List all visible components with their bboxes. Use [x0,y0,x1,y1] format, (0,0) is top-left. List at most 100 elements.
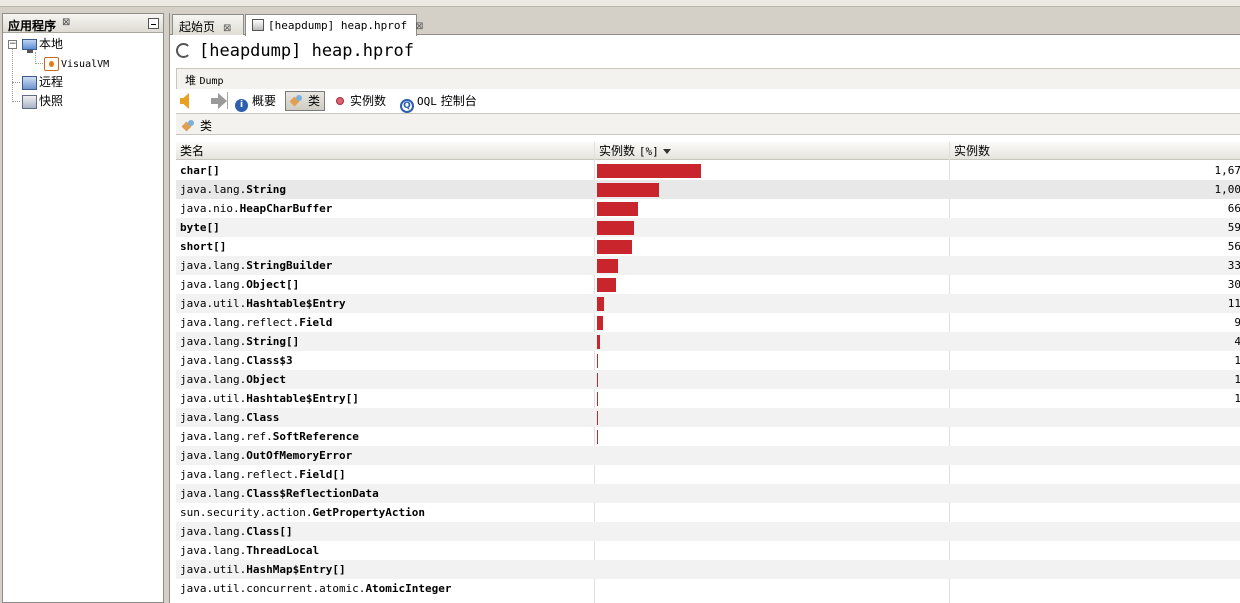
instances-count-cell: 1 [1234,392,1240,405]
tree-guide-line [35,52,36,64]
close-icon[interactable]: ⊠ [223,23,232,34]
class-simple-name: char[] [180,164,220,177]
table-row[interactable]: sun.security.action.GetPropertyAction [176,503,1240,522]
table-row[interactable]: java.lang.reflect.Field 9 [176,313,1240,332]
class-simple-name: Object[] [246,278,300,291]
class-simple-name: Class[] [246,525,293,538]
instances-count-cell: 1,67 [1214,164,1240,177]
class-name-cell: short[] [180,240,226,253]
tree-item-visualvm[interactable]: VisualVM [44,54,109,72]
class-name-cell: byte[] [180,221,220,234]
table-row[interactable]: java.lang.Object[] 30 [176,275,1240,294]
class-package: java.lang. [180,373,247,386]
table-row[interactable]: java.lang.reflect.Field[] [176,465,1240,484]
table-row[interactable]: byte[] 59 [176,218,1240,237]
application-icon [44,56,59,71]
table-row[interactable]: java.lang.ref.SoftReference [176,427,1240,446]
tab-bar: 起始页 ⊠ [heapdump] heap.hprof ⊠ [170,13,1240,36]
class-name-cell: java.lang.Class$3 [180,354,293,367]
class-name-cell: java.lang.Class$ReflectionData [180,487,379,500]
class-simple-name: Field[] [299,468,346,481]
table-row[interactable]: java.lang.Object 1 [176,370,1240,389]
heap-dump-icon [252,19,264,31]
class-simple-name: Hashtable$Entry [246,297,346,310]
class-package: java.lang. [180,354,247,367]
class-name-cell: java.lang.OutOfMemoryError [180,449,352,462]
summary-button[interactable]: i 概要 [235,91,276,112]
table-row[interactable]: java.util.Hashtable$Entry[] 1 [176,389,1240,408]
arrow-left-icon [180,93,189,109]
table-row[interactable]: java.util.concurrent.atomic.AtomicIntege… [176,579,1240,598]
tab-start-page[interactable]: 起始页 ⊠ [172,14,244,35]
classes-button[interactable]: 类 [285,91,326,111]
instances-percent-bar [597,278,616,292]
applications-panel-header: 应用程序 ⊠ [3,14,163,33]
class-package: java.util. [180,297,247,310]
class-name-cell: java.lang.reflect.Field[] [180,468,346,481]
column-header-label: 类名 [180,144,205,158]
table-row[interactable]: java.lang.Class$3 1 [176,351,1240,370]
classes-icon [182,119,196,132]
class-simple-name: Field [299,316,333,329]
class-package: java.lang. [180,183,247,196]
class-simple-name: Class$ReflectionData [246,487,379,500]
table-row[interactable]: java.lang.Class[] [176,522,1240,541]
close-icon[interactable]: ⊠ [415,21,424,32]
class-name-cell: char[] [180,164,220,177]
tree-item-local[interactable]: 本地 [22,35,63,53]
tree-guide-line [12,82,20,83]
table-row[interactable]: java.util.Hashtable$Entry 11 [176,294,1240,313]
instances-percent-bar [597,221,634,235]
minimize-icon[interactable] [148,18,159,29]
applications-panel: 应用程序 ⊠ − 本地 VisualVM 远程 快照 [2,13,164,603]
class-name-cell: java.lang.Object[] [180,278,299,291]
table-row[interactable]: java.util.HashMap$Entry[] [176,560,1240,579]
class-simple-name: HeapCharBuffer [239,202,333,215]
collapse-icon[interactable]: − [8,39,17,49]
instances-count-cell: 1 [1234,354,1240,367]
forward-button[interactable] [202,91,227,111]
column-header-instances-percent[interactable]: 实例数 [%] [595,142,950,160]
table-row[interactable]: java.lang.ThreadLocal [176,541,1240,560]
class-name-cell: java.util.Hashtable$Entry [180,297,346,310]
class-package: java.lang.ref. [180,430,273,443]
column-header-unit: [%] [638,145,659,158]
tab-heapdump[interactable]: [heapdump] heap.hprof ⊠ [245,14,423,36]
table-row[interactable]: char[] 1,67 [176,161,1240,180]
instances-count-cell: 4 [1234,335,1240,348]
classes-table: 类名 实例数 [%] 实例数 char[] 1,67 java.lang.Strin… [176,142,1240,603]
class-simple-name: Class [246,411,280,424]
class-package: java.lang. [180,525,247,538]
tree-item-label: 远程 [39,75,64,89]
instances-button[interactable]: 实例数 [336,91,386,111]
class-name-cell: java.lang.ref.SoftReference [180,430,359,443]
table-row[interactable]: java.lang.StringBuilder 33 [176,256,1240,275]
back-button[interactable] [180,91,198,111]
instances-percent-bar [597,335,600,349]
class-simple-name: short[] [180,240,227,253]
table-row[interactable]: java.lang.String[] 4 [176,332,1240,351]
instances-percent-bar [597,430,598,444]
column-header-class-name[interactable]: 类名 [176,142,595,160]
class-name-cell: java.util.concurrent.atomic.AtomicIntege… [180,582,452,595]
instances-percent-bar [597,202,638,216]
table-row[interactable]: java.nio.HeapCharBuffer 66 [176,199,1240,218]
class-simple-name: byte[] [180,221,220,234]
table-row[interactable]: short[] 56 [176,237,1240,256]
instances-count-cell: 30 [1227,278,1240,291]
close-icon[interactable]: ⊠ [62,17,71,28]
instances-count-cell: 66 [1227,202,1240,215]
tab-label: [heapdump] heap.hprof [268,19,408,32]
column-header-instances[interactable]: 实例数 [950,142,1240,160]
tree-item-snapshots[interactable]: 快照 [22,92,63,110]
tree-item-remote[interactable]: 远程 [22,73,63,91]
table-row[interactable]: java.lang.OutOfMemoryError [176,446,1240,465]
table-row[interactable]: java.lang.Class [176,408,1240,427]
table-row[interactable]: java.lang.Class$ReflectionData [176,484,1240,503]
column-header-label: 实例数 [599,144,636,158]
table-row[interactable]: java.lang.String 1,00 [176,180,1240,199]
classes-section-title: 类 [200,119,213,133]
oql-console-button[interactable]: Q OQL 控制台 [400,91,477,113]
class-name-cell: java.util.Hashtable$Entry[] [180,392,359,405]
class-package: java.lang. [180,449,247,462]
